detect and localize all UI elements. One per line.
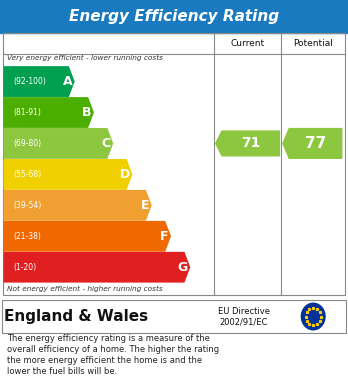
Bar (3, 33, 345, 295)
Bar (2, 300, 346, 333)
Text: overall efficiency of a home. The higher the rating: overall efficiency of a home. The higher… (7, 345, 219, 355)
Text: (92-100): (92-100) (13, 77, 46, 86)
Text: Potential: Potential (293, 39, 333, 48)
Text: The energy efficiency rating is a measure of the: The energy efficiency rating is a measur… (7, 334, 210, 344)
Text: A: A (63, 75, 72, 88)
Text: EU Directive
2002/91/EC: EU Directive 2002/91/EC (218, 307, 270, 326)
Text: Current: Current (230, 39, 265, 48)
Polygon shape (4, 222, 170, 251)
Text: Energy Efficiency Rating: Energy Efficiency Rating (69, 9, 279, 24)
Polygon shape (216, 131, 279, 156)
Polygon shape (4, 129, 112, 158)
Text: (21-38): (21-38) (13, 232, 41, 241)
Text: B: B (82, 106, 92, 119)
Text: (55-68): (55-68) (13, 170, 41, 179)
Polygon shape (4, 160, 132, 189)
Text: F: F (160, 230, 168, 243)
Polygon shape (4, 191, 151, 220)
Bar (0, 0, 348, 33)
Polygon shape (4, 98, 93, 127)
Text: D: D (120, 168, 130, 181)
Text: G: G (177, 261, 188, 274)
Text: C: C (102, 137, 111, 150)
Text: lower the fuel bills will be.: lower the fuel bills will be. (7, 367, 117, 377)
Text: 77: 77 (305, 136, 326, 151)
Text: Very energy efficient - lower running costs: Very energy efficient - lower running co… (7, 55, 163, 61)
Circle shape (301, 303, 325, 330)
Text: England & Wales: England & Wales (5, 309, 149, 324)
Text: Not energy efficient - higher running costs: Not energy efficient - higher running co… (7, 286, 163, 292)
Polygon shape (4, 67, 74, 96)
Polygon shape (283, 129, 342, 158)
Text: E: E (141, 199, 149, 212)
Polygon shape (4, 253, 190, 282)
Text: (1-20): (1-20) (13, 263, 36, 272)
Text: the more energy efficient the home is and the: the more energy efficient the home is an… (7, 356, 202, 366)
Text: (39-54): (39-54) (13, 201, 41, 210)
Text: (81-91): (81-91) (13, 108, 41, 117)
Text: 71: 71 (242, 136, 261, 151)
Text: (69-80): (69-80) (13, 139, 41, 148)
